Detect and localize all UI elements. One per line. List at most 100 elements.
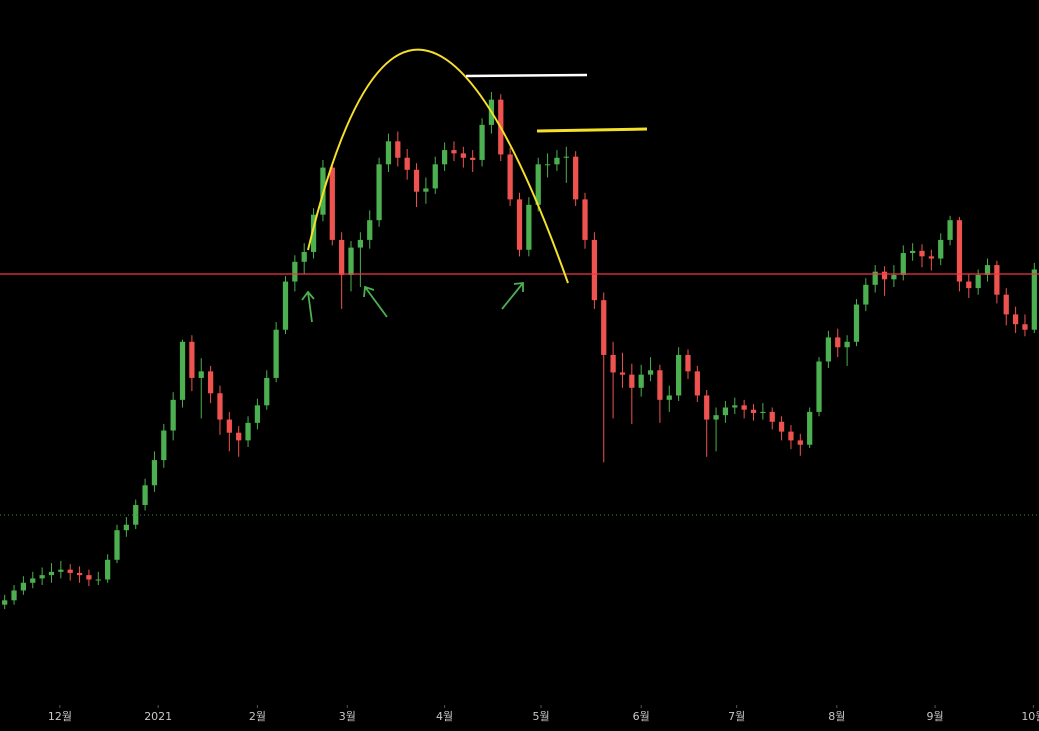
arrow bbox=[501, 281, 524, 310]
candle-body bbox=[95, 579, 101, 581]
candle-body bbox=[638, 374, 644, 388]
candle-body bbox=[217, 393, 223, 420]
candle-body bbox=[292, 261, 298, 282]
candle-body bbox=[1031, 269, 1037, 330]
candle-body bbox=[133, 505, 139, 525]
candle-body bbox=[573, 156, 579, 200]
candle-body bbox=[404, 157, 410, 170]
candle-body bbox=[58, 569, 64, 572]
candle-body bbox=[48, 571, 55, 576]
candle-body bbox=[39, 575, 45, 579]
candles bbox=[2, 92, 1037, 610]
x-tick-label: 2월 bbox=[249, 710, 266, 723]
candle-body bbox=[956, 220, 963, 282]
candle-body bbox=[310, 214, 317, 252]
candle-body bbox=[105, 559, 111, 580]
x-tick-label: 7월 bbox=[728, 710, 745, 723]
candle-body bbox=[282, 281, 289, 330]
candle-body bbox=[76, 572, 83, 576]
candle-body bbox=[1003, 294, 1009, 315]
candle-body bbox=[516, 199, 523, 250]
candle-body bbox=[657, 370, 663, 400]
candle-body bbox=[86, 575, 92, 580]
candle-body bbox=[30, 578, 36, 583]
candle-body bbox=[835, 337, 841, 348]
candle-body bbox=[797, 440, 803, 445]
candle-body bbox=[1022, 324, 1028, 330]
candle-body bbox=[273, 329, 279, 378]
candle-body bbox=[863, 284, 869, 305]
candle-body bbox=[339, 239, 345, 275]
candle-body bbox=[891, 274, 897, 280]
candle-body bbox=[470, 157, 476, 160]
candle-body bbox=[676, 354, 682, 396]
candle-body bbox=[816, 361, 822, 412]
yellow-level-line bbox=[536, 127, 648, 133]
candle-body bbox=[357, 239, 363, 248]
candle-body bbox=[264, 377, 270, 406]
candle-body bbox=[142, 485, 148, 506]
candle-body bbox=[666, 395, 672, 400]
candle-body bbox=[788, 431, 794, 441]
candle-body bbox=[610, 354, 616, 373]
arrows bbox=[301, 281, 524, 323]
x-tick-label: 4월 bbox=[436, 710, 453, 723]
x-tick-label: 5월 bbox=[532, 710, 549, 723]
x-tick-label: 2021 bbox=[144, 710, 172, 723]
candle-body bbox=[236, 432, 242, 441]
candle-body bbox=[563, 156, 569, 158]
candle-body bbox=[554, 157, 560, 165]
candle-body bbox=[591, 239, 598, 301]
candle-body bbox=[198, 371, 204, 378]
candle-body bbox=[385, 141, 392, 165]
x-axis: 12월 2021 2월 3월 4월 5월 6월 7월 8월 9월 10월 bbox=[48, 705, 1039, 723]
x-tick-label: 12월 bbox=[48, 710, 72, 723]
candle-body bbox=[67, 569, 73, 573]
candle-body bbox=[938, 239, 944, 259]
candle-body bbox=[170, 399, 176, 431]
candle-body bbox=[245, 422, 251, 441]
x-tick-label: 6월 bbox=[633, 710, 650, 723]
candle-body bbox=[984, 265, 991, 275]
candle-body bbox=[441, 150, 448, 165]
candle-body bbox=[919, 250, 925, 257]
candle-body bbox=[910, 250, 916, 254]
candle-body bbox=[994, 265, 1000, 295]
candle-body bbox=[395, 141, 401, 158]
candle-body bbox=[750, 409, 757, 413]
candle-body bbox=[161, 430, 167, 461]
candle-body bbox=[526, 204, 532, 250]
candle-body bbox=[254, 405, 261, 423]
candle-body bbox=[11, 590, 17, 601]
candle-body bbox=[460, 153, 466, 158]
candle-body bbox=[853, 304, 860, 342]
candle-body bbox=[507, 154, 513, 200]
candle-body bbox=[114, 530, 120, 560]
candle-body bbox=[844, 341, 850, 348]
x-tick-label: 10월 bbox=[1021, 710, 1039, 723]
candle-body bbox=[329, 167, 335, 240]
candle-body bbox=[928, 256, 934, 259]
candle-body bbox=[479, 124, 485, 160]
candle-body bbox=[760, 411, 766, 413]
candle-body bbox=[451, 150, 457, 154]
candle-body bbox=[423, 188, 429, 192]
candle-body bbox=[872, 271, 878, 285]
candle-body bbox=[722, 407, 729, 416]
candle-body bbox=[975, 274, 981, 289]
candle-body bbox=[881, 271, 888, 280]
candle-body bbox=[807, 411, 813, 445]
candle-body bbox=[619, 372, 626, 375]
candle-body bbox=[825, 337, 832, 362]
candle-body bbox=[179, 341, 186, 400]
arrow bbox=[363, 285, 388, 318]
candle-body bbox=[151, 460, 158, 486]
candle-body bbox=[769, 411, 775, 422]
candle-body bbox=[685, 354, 691, 372]
candle-body bbox=[2, 600, 8, 605]
candle-body bbox=[413, 169, 420, 192]
candle-body bbox=[966, 281, 972, 289]
candle-body bbox=[367, 220, 373, 240]
candle-body bbox=[741, 405, 747, 410]
